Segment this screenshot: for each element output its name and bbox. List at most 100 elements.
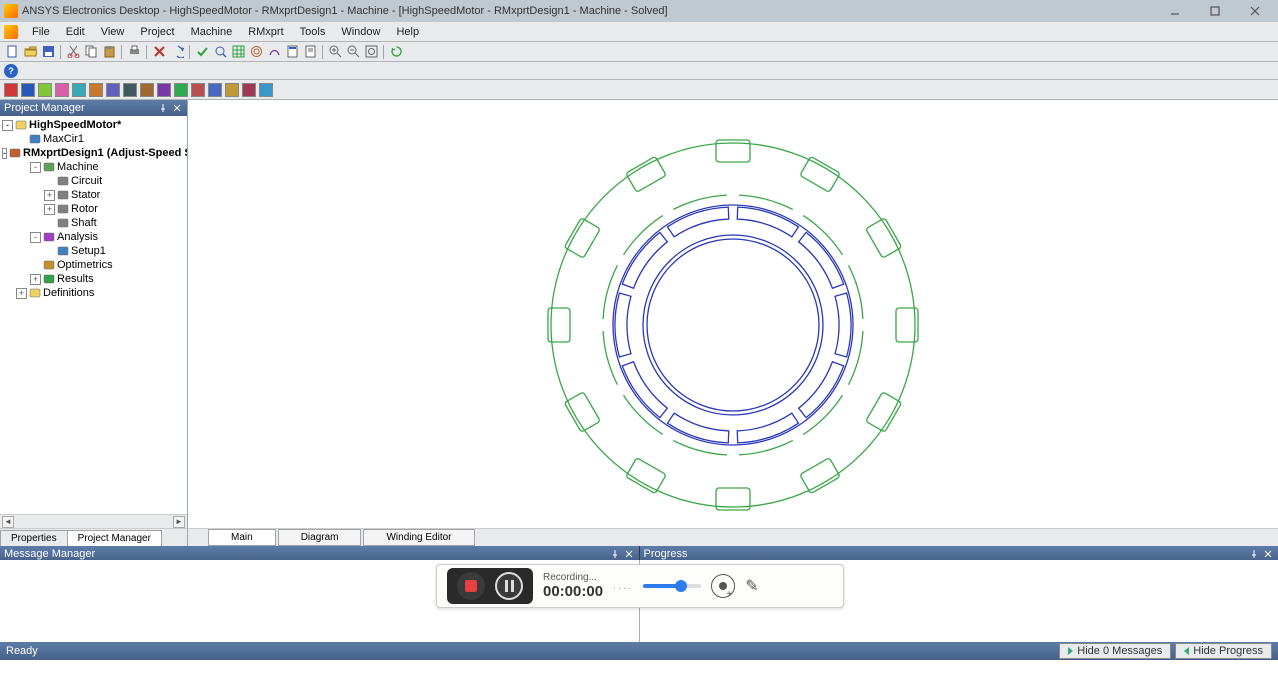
tree-expand-icon[interactable]: - <box>2 148 7 159</box>
maximize-button[interactable] <box>1196 2 1234 20</box>
tree-expand-icon[interactable]: + <box>44 204 55 215</box>
tree-node-machine[interactable]: - Machine <box>2 160 185 174</box>
save-icon[interactable] <box>40 44 56 60</box>
delete-icon[interactable] <box>151 44 167 60</box>
swatch-c6[interactable] <box>89 83 103 97</box>
pause-button[interactable] <box>495 572 523 600</box>
scroll-right-icon[interactable]: ► <box>173 516 185 528</box>
menu-rmxprt[interactable]: RMxprt <box>240 24 291 40</box>
menu-project[interactable]: Project <box>132 24 182 40</box>
sweep-icon[interactable] <box>266 44 282 60</box>
report-icon[interactable] <box>302 44 318 60</box>
print-icon[interactable] <box>126 44 142 60</box>
zoom-fit-icon[interactable] <box>363 44 379 60</box>
tree-expand-icon[interactable]: - <box>30 162 41 173</box>
record-button[interactable] <box>457 572 485 600</box>
tree-label: Machine <box>57 161 99 173</box>
zoom-out-icon[interactable] <box>345 44 361 60</box>
tree-node-optimetrics[interactable]: Optimetrics <box>2 258 185 272</box>
tab-properties[interactable]: Properties <box>0 530 68 546</box>
minimize-button[interactable] <box>1156 2 1194 20</box>
view-tab-winding-editor[interactable]: Winding Editor <box>363 529 474 546</box>
msg-close-icon[interactable] <box>623 548 635 560</box>
menu-view[interactable]: View <box>93 24 133 40</box>
swatch-c14[interactable] <box>225 83 239 97</box>
fields-icon[interactable] <box>248 44 264 60</box>
hide-messages-button[interactable]: Hide 0 Messages <box>1059 643 1171 659</box>
analyze-icon[interactable] <box>212 44 228 60</box>
menu-window[interactable]: Window <box>333 24 388 40</box>
tree-expand-icon[interactable]: - <box>30 232 41 243</box>
pin-icon[interactable] <box>157 102 169 114</box>
swatch-c5[interactable] <box>72 83 86 97</box>
copy-icon[interactable] <box>83 44 99 60</box>
zoom-in-icon[interactable] <box>327 44 343 60</box>
tree-expand-icon[interactable] <box>30 260 41 271</box>
scroll-left-icon[interactable]: ◄ <box>2 516 14 528</box>
open-icon[interactable] <box>22 44 38 60</box>
project-tree[interactable]: -HighSpeedMotor* MaxCir1-RMxprtDesign1 (… <box>0 116 187 514</box>
tree-node-shaft[interactable]: Shaft <box>2 216 185 230</box>
recorder-webcam-button[interactable]: + <box>711 574 735 598</box>
close-button[interactable] <box>1236 2 1274 20</box>
paste-icon[interactable] <box>101 44 117 60</box>
menu-machine[interactable]: Machine <box>183 24 241 40</box>
swatch-c1[interactable] <box>4 83 18 97</box>
help-button[interactable]: ? <box>4 64 18 78</box>
tree-node-definitions[interactable]: +Definitions <box>2 286 185 300</box>
tree-expand-icon[interactable] <box>44 218 55 229</box>
tree-node-rotor[interactable]: +Rotor <box>2 202 185 216</box>
tree-expand-icon[interactable] <box>16 134 27 145</box>
tree-node-setup1[interactable]: Setup1 <box>2 244 185 258</box>
msg-pin-icon[interactable] <box>609 548 621 560</box>
cal-icon[interactable] <box>284 44 300 60</box>
recorder-annotate-button[interactable]: ✎ <box>745 576 758 596</box>
tree-node-highspeedmotor-[interactable]: -HighSpeedMotor* <box>2 118 185 132</box>
swatch-c15[interactable] <box>242 83 256 97</box>
panel-close-icon[interactable] <box>171 102 183 114</box>
swatch-c13[interactable] <box>208 83 222 97</box>
menu-help[interactable]: Help <box>388 24 427 40</box>
tree-expand-icon[interactable]: + <box>44 190 55 201</box>
tree-expand-icon[interactable]: + <box>16 288 27 299</box>
cut-icon[interactable] <box>65 44 81 60</box>
swatch-c4[interactable] <box>55 83 69 97</box>
menu-file[interactable]: File <box>24 24 58 40</box>
undo-icon[interactable] <box>169 44 185 60</box>
recorder-menu-icon[interactable]: .... <box>613 580 633 592</box>
tree-node-stator[interactable]: +Stator <box>2 188 185 202</box>
swatch-c8[interactable] <box>123 83 137 97</box>
rotate-icon[interactable] <box>388 44 404 60</box>
tree-node-maxcir1[interactable]: MaxCir1 <box>2 132 185 146</box>
swatch-c9[interactable] <box>140 83 154 97</box>
menu-edit[interactable]: Edit <box>58 24 93 40</box>
design-canvas[interactable] <box>188 100 1278 528</box>
swatch-c11[interactable] <box>174 83 188 97</box>
view-tab-main[interactable]: Main <box>208 529 276 546</box>
tree-expand-icon[interactable] <box>44 176 55 187</box>
tree-node-circuit[interactable]: Circuit <box>2 174 185 188</box>
swatch-c7[interactable] <box>106 83 120 97</box>
prog-close-icon[interactable] <box>1262 548 1274 560</box>
tree-expand-icon[interactable] <box>44 246 55 257</box>
swatch-c3[interactable] <box>38 83 52 97</box>
swatch-c16[interactable] <box>259 83 273 97</box>
tree-expand-icon[interactable]: - <box>2 120 13 131</box>
tree-defs-icon <box>29 287 41 299</box>
new-icon[interactable] <box>4 44 20 60</box>
mesh-icon[interactable] <box>230 44 246 60</box>
tab-project-manager[interactable]: Project Manager <box>67 530 162 546</box>
swatch-c10[interactable] <box>157 83 171 97</box>
swatch-c2[interactable] <box>21 83 35 97</box>
validate-icon[interactable] <box>194 44 210 60</box>
view-tab-diagram[interactable]: Diagram <box>278 529 362 546</box>
tree-node-analysis[interactable]: -Analysis <box>2 230 185 244</box>
tree-expand-icon[interactable]: + <box>30 274 41 285</box>
menu-tools[interactable]: Tools <box>292 24 334 40</box>
tree-node-rmxprtdesign1-adjust-speed-sy[interactable]: -RMxprtDesign1 (Adjust-Speed Sy <box>2 146 185 160</box>
tree-node-results[interactable]: +Results <box>2 272 185 286</box>
prog-pin-icon[interactable] <box>1248 548 1260 560</box>
recorder-slider[interactable] <box>643 584 701 588</box>
swatch-c12[interactable] <box>191 83 205 97</box>
hide-progress-button[interactable]: Hide Progress <box>1175 643 1272 659</box>
